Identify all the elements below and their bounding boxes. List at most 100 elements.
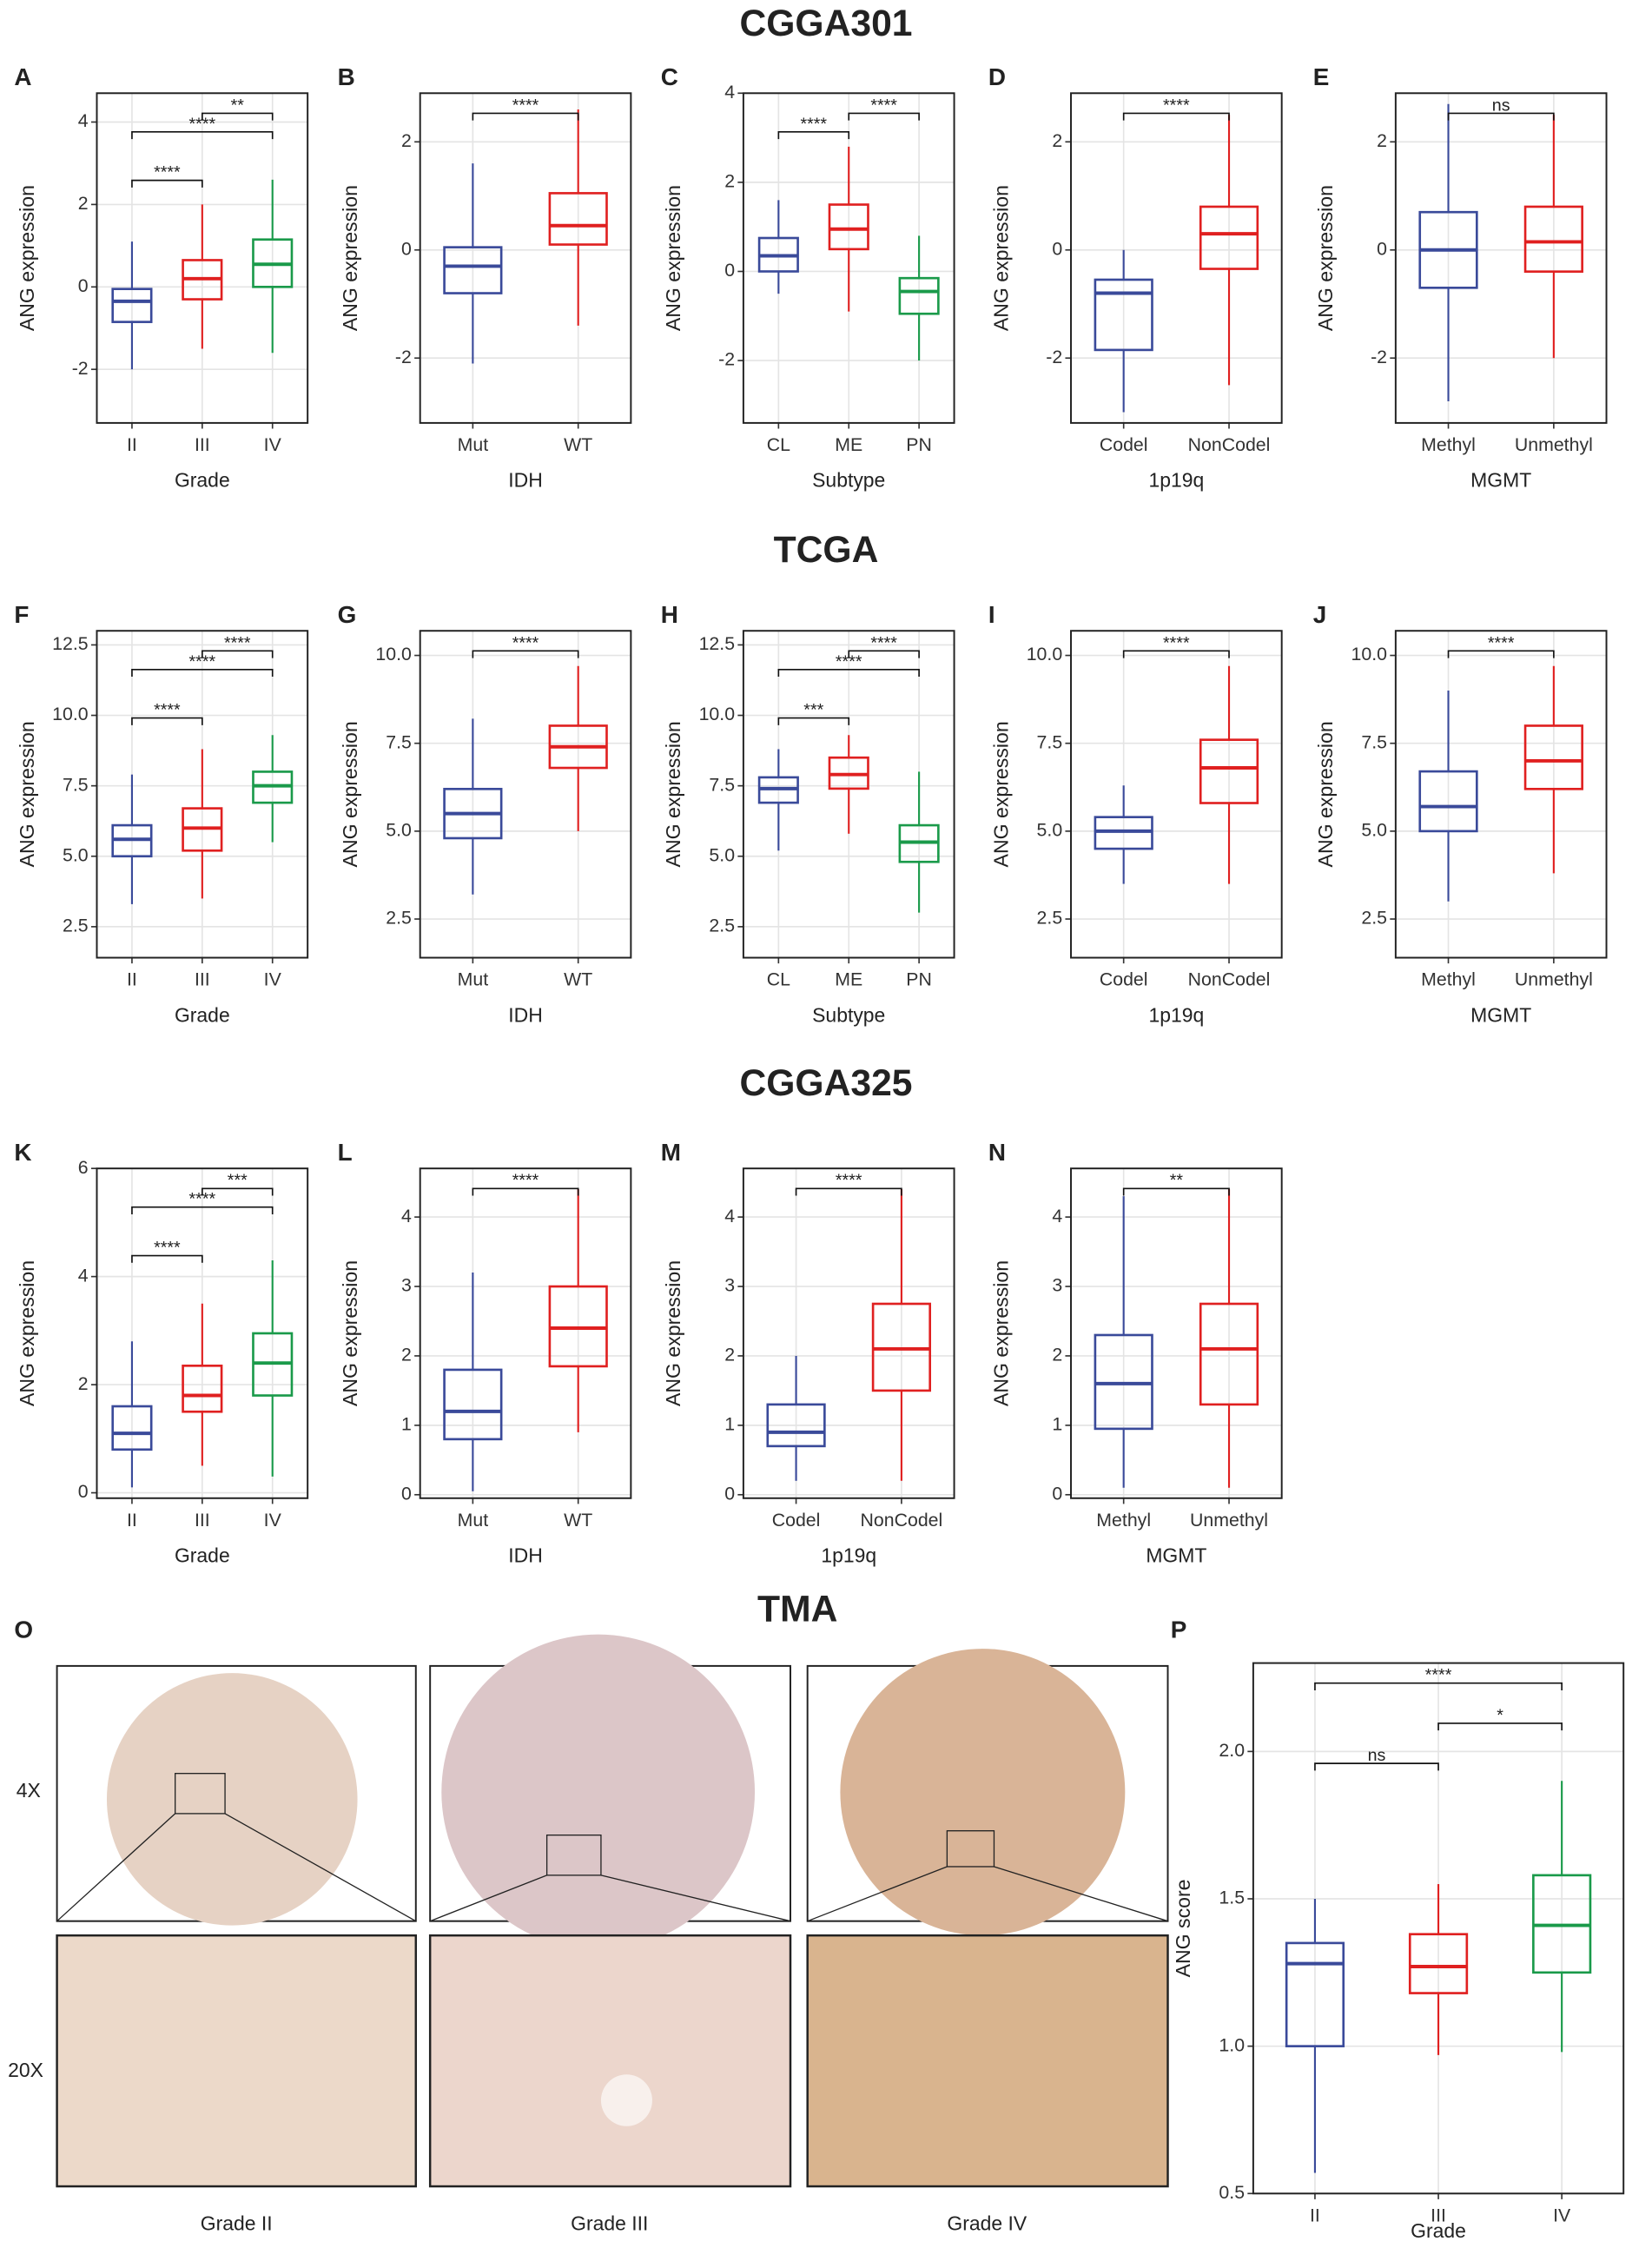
y-tick-label: 3 [401,1275,412,1296]
y-axis-label: ANG expression [339,721,361,867]
x-axis-label: MGMT [1470,1003,1531,1026]
box [1094,1333,1153,1431]
plot-background [743,1168,955,1498]
plot-border [96,92,309,424]
y-tick-label: 1.5 [1219,1888,1245,1908]
x-tick-label: Codel [772,1510,821,1531]
plot-border [742,630,955,959]
significance-label: **** [512,1171,539,1190]
y-tick-label: 5.0 [1361,819,1387,840]
plot-border [419,630,632,959]
x-tick-label: Codel [1100,434,1148,455]
x-axis-label: Subtype [812,469,885,492]
box [548,1285,608,1368]
significance-bracket [1122,650,1230,658]
y-tick-label: 0 [724,1483,735,1504]
significance-label: **** [512,633,539,652]
y-tick-label: 0 [78,275,89,296]
x-axis-label: Grade [175,1003,230,1026]
y-axis-label: ANG expression [662,721,684,867]
y-tick-label: 0 [401,1483,412,1504]
x-tick-label: NonCodel [1188,969,1271,990]
y-tick-label: 2 [724,170,735,191]
x-axis-label: 1p19q [1148,469,1204,492]
x-tick-label: III [195,1510,210,1531]
y-tick-label: 0 [1377,238,1387,259]
x-tick-label: Mut [458,969,489,990]
x-axis-label: Grade [175,469,230,492]
y-tick-label: 4 [724,82,735,102]
y-tick-label: 12.5 [52,633,88,654]
x-tick-label: III [195,969,210,990]
significance-bracket [202,650,274,658]
significance-bracket [1447,112,1555,121]
y-axis-label: ANG expression [339,185,361,331]
significance-label: **** [189,115,216,134]
y-axis-label: ANG score [1172,1879,1194,1977]
significance-bracket [202,1187,274,1196]
significance-bracket [1122,112,1230,121]
y-tick-label: 7.5 [63,774,89,795]
significance-label: **** [512,96,539,115]
image-frame [806,1934,1169,2188]
y-tick-label: 5.0 [386,819,412,840]
x-tick-label: WT [564,1510,592,1531]
box [548,192,608,246]
y-tick-label: 3 [724,1275,735,1296]
significance-bracket [1447,650,1555,658]
x-tick-label: Codel [1100,969,1148,990]
y-axis-label: ANG expression [1314,185,1337,331]
significance-bracket [131,131,274,140]
y-tick-label: 10.0 [699,704,736,724]
y-tick-label: -2 [1371,347,1387,367]
y-axis-label: ANG expression [662,185,684,331]
y-axis-label: ANG expression [16,185,38,331]
y-tick-label: 7.5 [386,731,412,752]
y-tick-label: -2 [395,347,412,367]
x-tick-label: II [1310,2205,1320,2225]
y-axis-label: ANG expression [1314,721,1337,867]
x-tick-label: CL [767,434,790,455]
box [1523,205,1583,273]
y-tick-label: 10.0 [1027,644,1063,664]
y-tick-label: 7.5 [1361,731,1387,752]
x-tick-label: IV [264,434,282,455]
plot-border [742,92,955,424]
plot-border [419,1167,632,1499]
significance-label: *** [228,1171,248,1190]
column-label: Grade IV [947,2212,1027,2235]
box [443,1368,503,1441]
panel-letter: J [1313,601,1326,628]
significance-label: **** [1163,633,1190,652]
y-axis-label: ANG expression [16,1260,38,1406]
panel-letter: N [988,1139,1006,1166]
box [1094,816,1153,850]
tissue-core [840,1649,1126,1936]
significance-bracket [1437,1722,1563,1731]
significance-label: **** [870,633,897,652]
panel-letter: I [988,601,995,628]
box [111,288,153,323]
x-tick-label: II [127,969,137,990]
y-tick-label: 4 [724,1206,735,1226]
significance-bracket [472,650,579,658]
box [111,1405,153,1451]
x-tick-label: Unmethyl [1515,969,1593,990]
y-tick-label: 1 [1052,1413,1062,1434]
significance-bracket [777,717,850,725]
significance-bracket [777,131,850,140]
x-tick-label: III [195,434,210,455]
plot-background [1071,1168,1282,1498]
panel-letter: P [1171,1617,1187,1643]
box [1094,278,1153,352]
significance-label: * [1497,1706,1503,1725]
x-tick-label: WT [564,434,592,455]
x-tick-label: CL [767,969,790,990]
plot-border [1070,630,1283,959]
y-tick-label: 2.5 [1037,908,1063,929]
y-tick-label: 7.5 [709,774,735,795]
y-tick-label: 1.0 [1219,2034,1245,2055]
x-tick-label: NonCodel [861,1510,943,1531]
plot-border [419,92,632,424]
y-tick-label: 4 [78,1265,89,1286]
